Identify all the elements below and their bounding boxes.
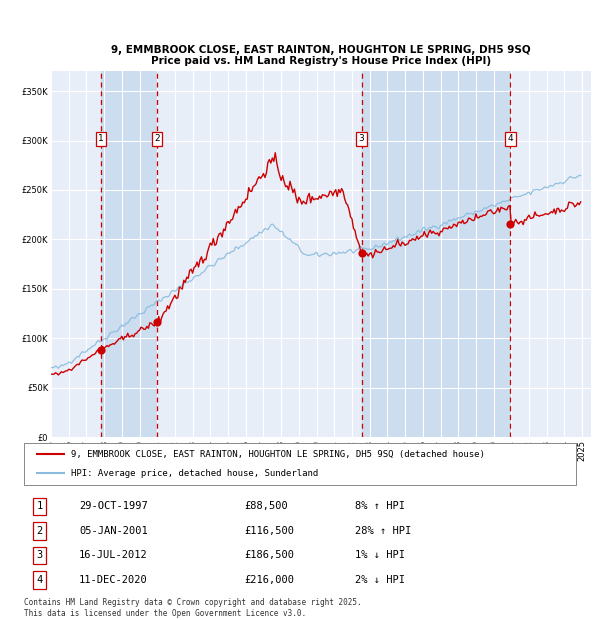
- Text: 2: 2: [155, 135, 160, 143]
- Point: [97, 345, 106, 355]
- Text: 3: 3: [37, 551, 43, 560]
- Text: 2: 2: [37, 526, 43, 536]
- Text: 1: 1: [98, 135, 104, 143]
- Text: 4: 4: [37, 575, 43, 585]
- Text: 9, EMMBROOK CLOSE, EAST RAINTON, HOUGHTON LE SPRING, DH5 9SQ (detached house): 9, EMMBROOK CLOSE, EAST RAINTON, HOUGHTO…: [71, 450, 485, 459]
- Text: HPI: Average price, detached house, Sunderland: HPI: Average price, detached house, Sund…: [71, 469, 318, 478]
- Text: 16-JUL-2012: 16-JUL-2012: [79, 551, 148, 560]
- Text: £216,000: £216,000: [245, 575, 295, 585]
- Text: £186,500: £186,500: [245, 551, 295, 560]
- FancyBboxPatch shape: [24, 443, 576, 485]
- Text: £88,500: £88,500: [245, 502, 289, 512]
- Text: £116,500: £116,500: [245, 526, 295, 536]
- Text: 4: 4: [508, 135, 513, 143]
- Point: [152, 317, 162, 327]
- Text: 1: 1: [37, 502, 43, 512]
- Text: 2% ↓ HPI: 2% ↓ HPI: [355, 575, 405, 585]
- Text: Contains HM Land Registry data © Crown copyright and database right 2025.
This d: Contains HM Land Registry data © Crown c…: [24, 598, 362, 618]
- Title: 9, EMMBROOK CLOSE, EAST RAINTON, HOUGHTON LE SPRING, DH5 9SQ
Price paid vs. HM L: 9, EMMBROOK CLOSE, EAST RAINTON, HOUGHTO…: [111, 45, 531, 66]
- Text: 3: 3: [359, 135, 364, 143]
- Bar: [101, 71, 157, 437]
- Text: 8% ↑ HPI: 8% ↑ HPI: [355, 502, 405, 512]
- Point: [357, 248, 367, 258]
- Text: 29-OCT-1997: 29-OCT-1997: [79, 502, 148, 512]
- Text: 05-JAN-2001: 05-JAN-2001: [79, 526, 148, 536]
- Text: 28% ↑ HPI: 28% ↑ HPI: [355, 526, 412, 536]
- Text: 1% ↓ HPI: 1% ↓ HPI: [355, 551, 405, 560]
- Text: 11-DEC-2020: 11-DEC-2020: [79, 575, 148, 585]
- Point: [506, 219, 515, 229]
- Bar: [362, 71, 511, 437]
